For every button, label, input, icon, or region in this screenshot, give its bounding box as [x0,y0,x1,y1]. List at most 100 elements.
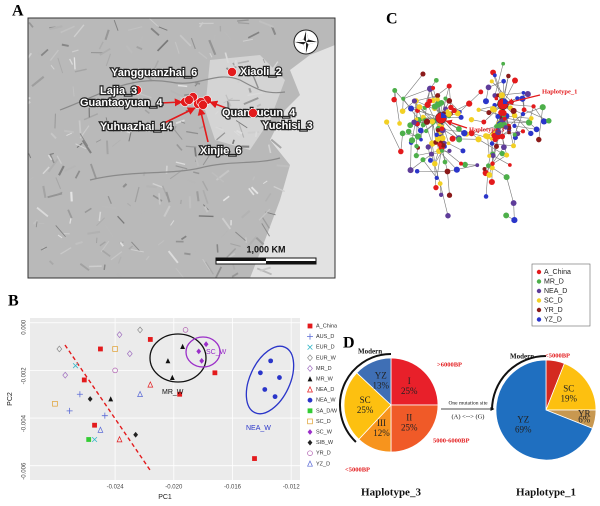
pca-panel: -0.024 -0.020 -0.016 -0.012 0.000 -0.002 -0.00… [7,318,338,501]
network-edge [494,63,504,96]
network-node [392,88,398,93]
terrain-ridge [202,258,211,271]
network-edge [415,95,438,102]
cluster-label: MR_W [162,389,184,396]
terrain-ridge [144,109,150,114]
scale-bar [216,258,266,261]
scale-bar [266,261,316,264]
terrain-ridge [142,171,146,177]
network-node [475,163,480,168]
terrain-ridge [235,120,248,129]
network-node [435,97,440,102]
network-edge [394,90,400,124]
terrain-ridge [66,132,73,136]
network-node [539,104,546,111]
site-dot [184,95,194,105]
legend-label: A_China [544,269,571,276]
network-node [420,122,426,128]
terrain-ridge [180,235,187,241]
terrain-ridge [64,129,74,134]
terrain-ridge [214,266,223,278]
terrain-ridge [81,139,92,154]
site-dot [227,67,237,77]
terrain-ridge [175,267,185,278]
network-node [446,98,453,104]
site-arrow [159,107,196,126]
slice-category: SC [360,395,371,405]
terrain-ridge [146,75,153,82]
network-node [434,132,439,137]
annotation: Haplotype_1 [542,88,577,95]
network-edge [514,125,537,130]
terrain-ridge [131,241,140,251]
network-node [507,163,512,167]
compass [293,29,319,55]
network-node [461,129,468,137]
network-node [411,98,418,104]
terrain-ridge [267,144,272,154]
slice-value: 25% [357,405,374,415]
annotation-arrow [506,94,541,105]
terrain-ridge [111,139,121,147]
legend-label: YZ_D [316,461,330,467]
point [252,456,257,461]
network-node [486,172,493,178]
point [92,422,97,428]
network-node [520,111,526,117]
terrain-ridge [270,138,282,149]
terrain-ridge [175,165,188,170]
panel-letter: C [386,11,398,28]
network-node [489,165,495,171]
network-node [391,96,397,103]
terrain-ridge [139,93,152,99]
point [66,407,73,414]
terrain-ridge [134,186,140,203]
network-node [439,135,446,142]
network-node [462,161,468,168]
pie-slice [356,357,392,406]
slice-value: 12% [373,428,390,438]
network-edge [403,73,424,99]
terrain-ridge [146,185,157,189]
network-node [489,136,494,141]
network-node [486,110,492,116]
network-node [414,133,422,140]
network-node [421,114,425,119]
terrain-ridge [180,121,186,124]
pie-slice [495,359,594,461]
point [56,345,63,353]
cluster-ellipse [149,333,207,383]
terrain-ridge [61,43,69,47]
terrain-ridge [170,220,175,226]
terrain-ridge [262,58,266,63]
terrain-ridge [28,21,34,28]
terrain-ridge [98,41,104,50]
terrain-ridge [247,92,264,97]
network-edge [478,139,503,154]
terrain-ridge [113,19,119,31]
network-node [446,141,451,146]
terrain-ridge [49,25,63,31]
terrain-ridge [150,27,160,37]
terrain-ridge [75,240,83,246]
terrain-ridge [57,57,64,74]
network-node [456,125,462,132]
terrain-ridge [194,81,201,85]
terrain-ridge [255,237,265,246]
network-edge [471,126,497,134]
network-node [501,144,507,151]
site-dot [132,85,142,95]
modern-arc [491,355,547,411]
terrain-ridge [238,22,250,25]
network-node [515,96,520,101]
terrain-ridge [250,186,259,195]
network-edge [494,75,503,96]
network-node [459,161,464,166]
terrain-ridge [60,247,72,255]
network-node [492,136,498,143]
network-node [445,110,452,118]
network-node [482,98,489,105]
network-node [453,166,460,173]
terrain-ridge [28,176,34,182]
legend-label: NEA_W [316,398,336,404]
